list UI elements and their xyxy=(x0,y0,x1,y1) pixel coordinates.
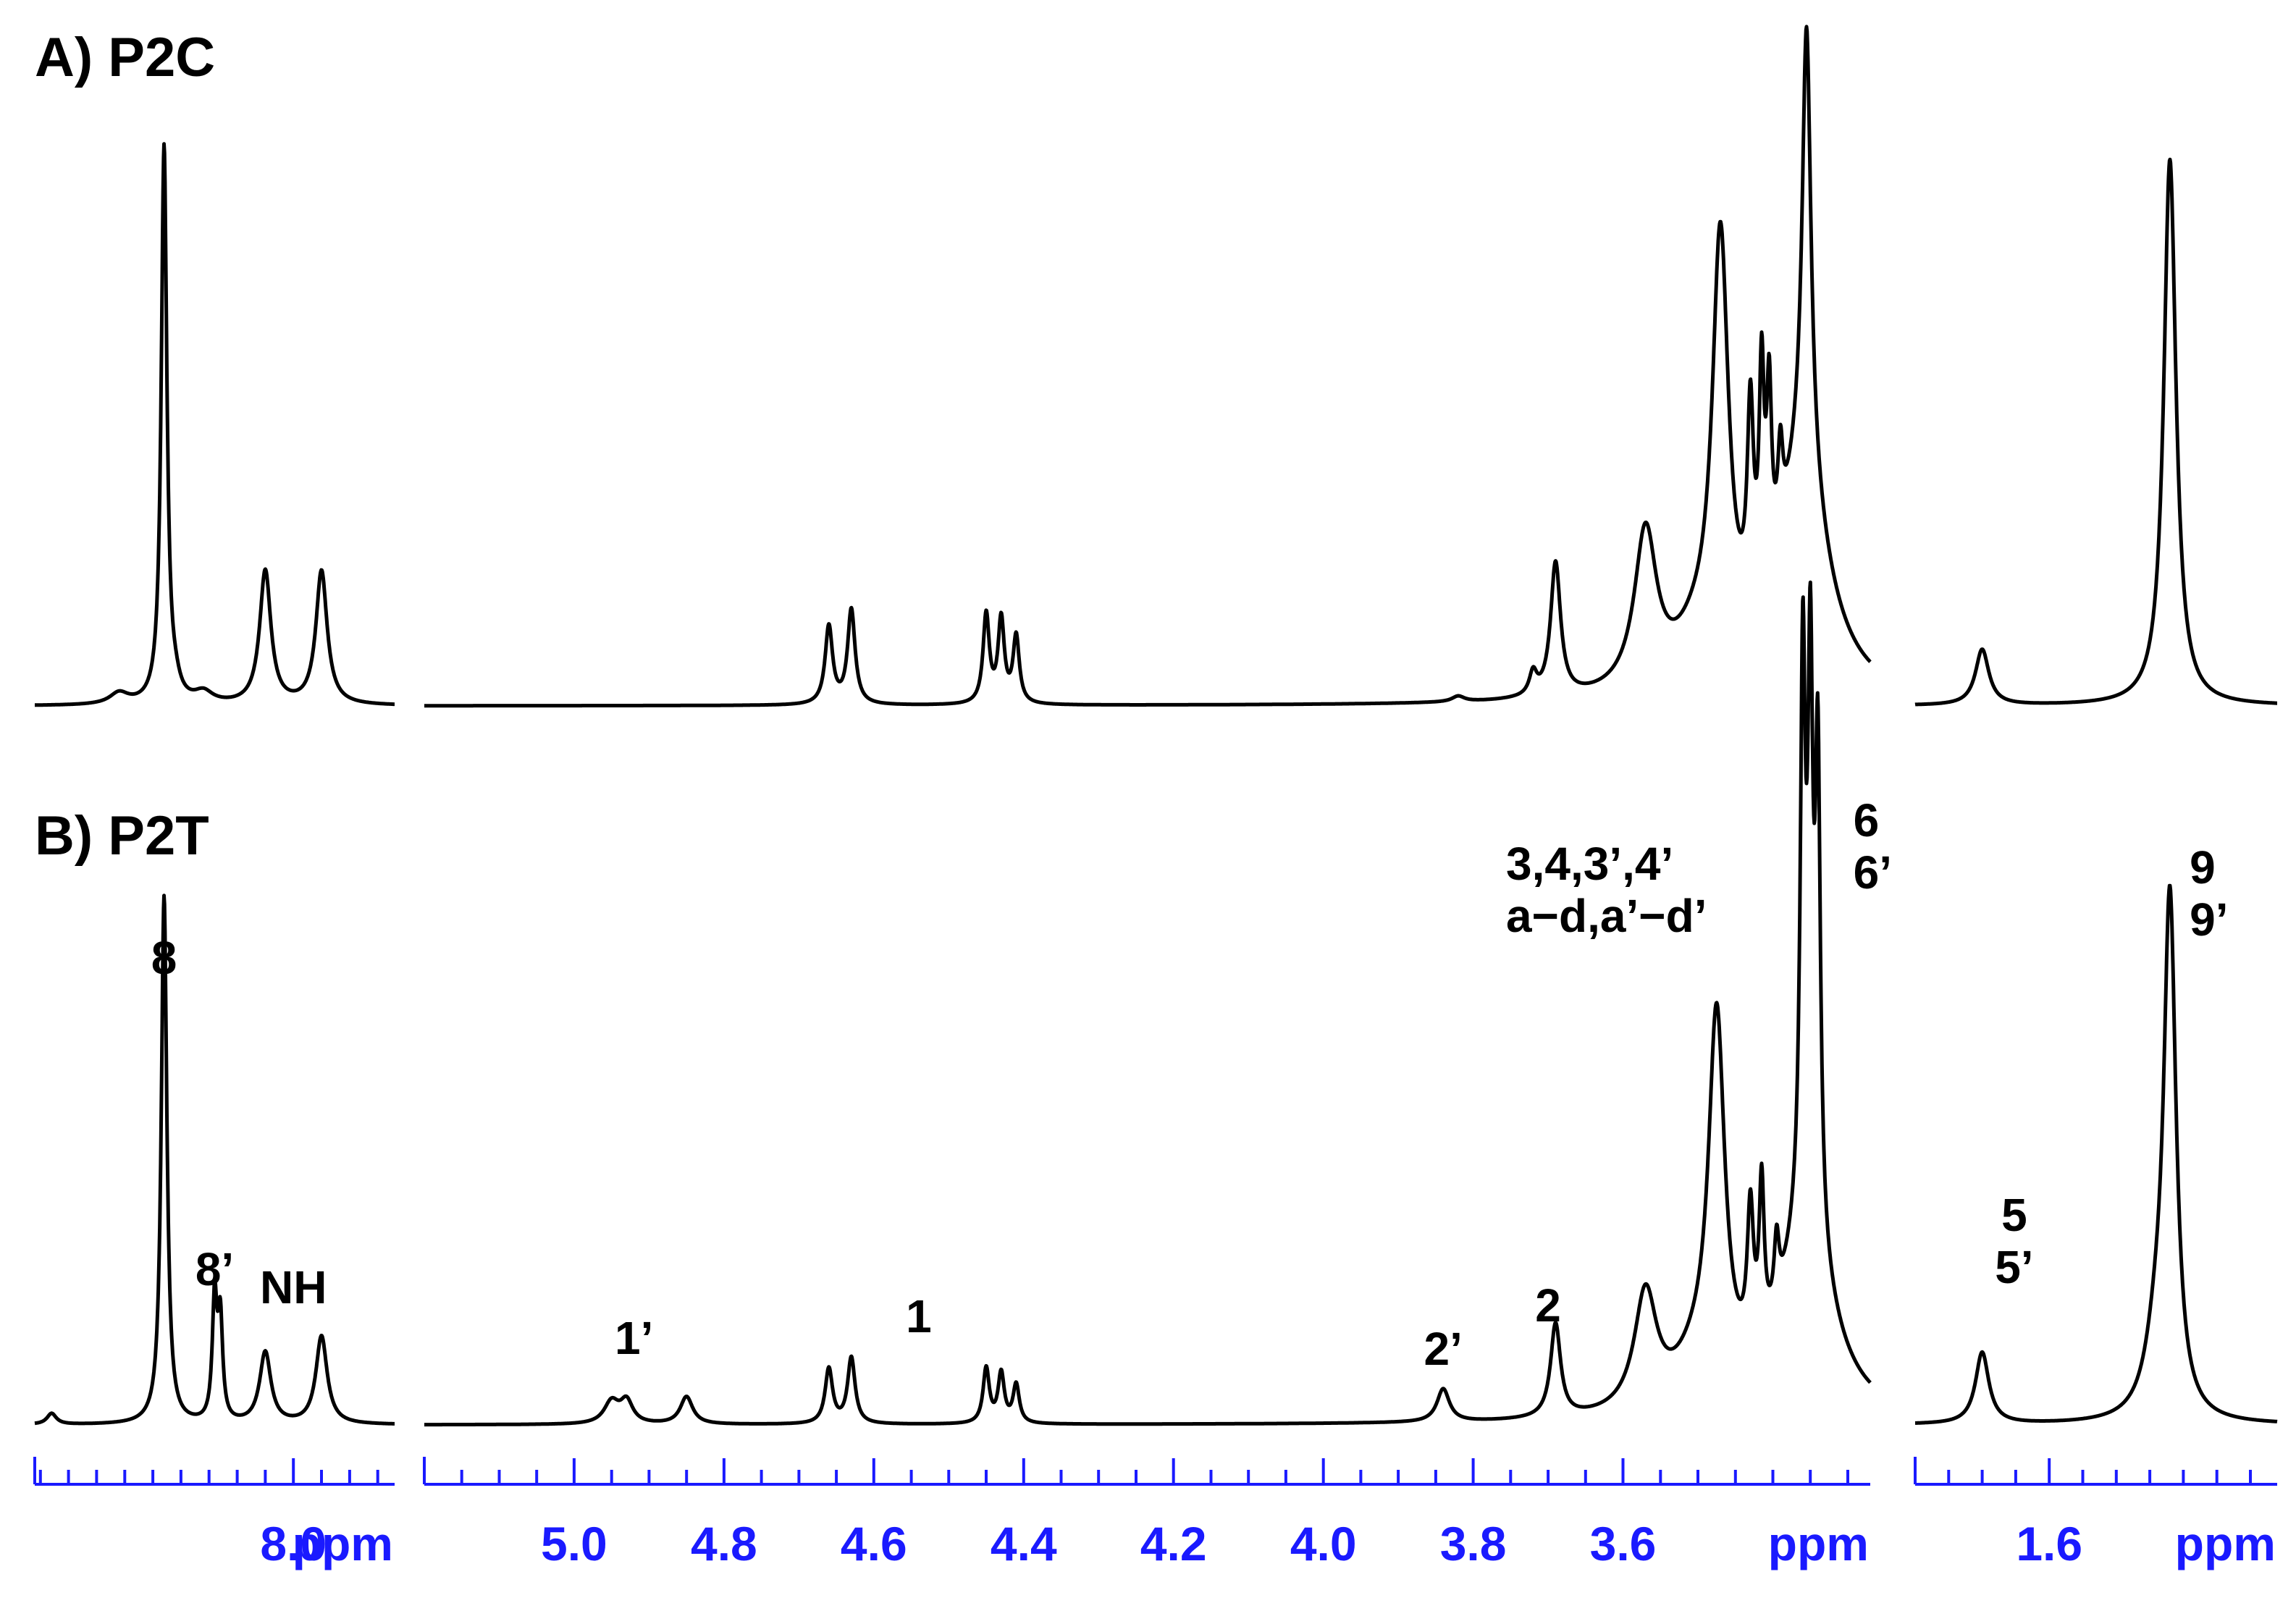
peak-labels-layer: 8 8’ NH 1’ 1 2’ 2 3,4,3’,4’ a−d,a’−d’ 6 6’ 5 5’ 9 9’ xyxy=(151,794,2229,1375)
peak-label-7: 2 xyxy=(1535,1279,1561,1332)
spectrum-p2c-segment-1 xyxy=(33,142,396,707)
peak-label-6: 2’ xyxy=(1424,1323,1463,1375)
tick-label-4.2: 4.2 xyxy=(1140,1517,1207,1570)
spectrum-p2t-segment-3 xyxy=(1914,883,2279,1425)
tick-label-4.4: 4.4 xyxy=(991,1517,1057,1570)
axis-unit-label: ppm xyxy=(293,1517,393,1570)
peak-label-10: 5 5’ xyxy=(1995,1189,2033,1293)
spectrum-p2c-segment-2 xyxy=(423,25,1872,708)
panel-title-b: B) P2T xyxy=(35,805,209,867)
spectrum-p2c-segment-3 xyxy=(1914,157,2279,707)
peak-label-3: NH xyxy=(260,1261,327,1313)
panel-title-a: A) P2C xyxy=(35,27,215,88)
peak-label-8: 3,4,3’,4’ a−d,a’−d’ xyxy=(1506,838,1707,942)
tick-label-4.6: 4.6 xyxy=(841,1517,907,1570)
peak-label-11: 9 9’ xyxy=(2190,841,2228,946)
tick-label-8.0: 8.0 xyxy=(260,1517,327,1570)
peak-label-9: 6 6’ xyxy=(1854,794,1892,899)
spectra-layer xyxy=(33,25,2279,1427)
peak-label-4: 1’ xyxy=(615,1312,653,1364)
tick-label-3.6: 3.6 xyxy=(1590,1517,1657,1570)
spectrum-p2t-segment-2 xyxy=(423,580,1872,1427)
tick-label-4.0: 4.0 xyxy=(1290,1517,1357,1570)
peak-label-2: 8’ xyxy=(195,1243,234,1295)
tick-label-5.0: 5.0 xyxy=(541,1517,607,1570)
axis-unit-label: ppm xyxy=(2175,1517,2276,1570)
tick-label-1.6: 1.6 xyxy=(2016,1517,2082,1570)
axis-unit-label: ppm xyxy=(1768,1517,1869,1570)
tick-label-3.8: 3.8 xyxy=(1440,1517,1507,1570)
tick-label-4.8: 4.8 xyxy=(691,1517,757,1570)
peak-label-1: 8 xyxy=(151,932,177,984)
spectrum-p2t-segment-1 xyxy=(33,893,396,1426)
peak-label-5: 1 xyxy=(906,1290,932,1342)
